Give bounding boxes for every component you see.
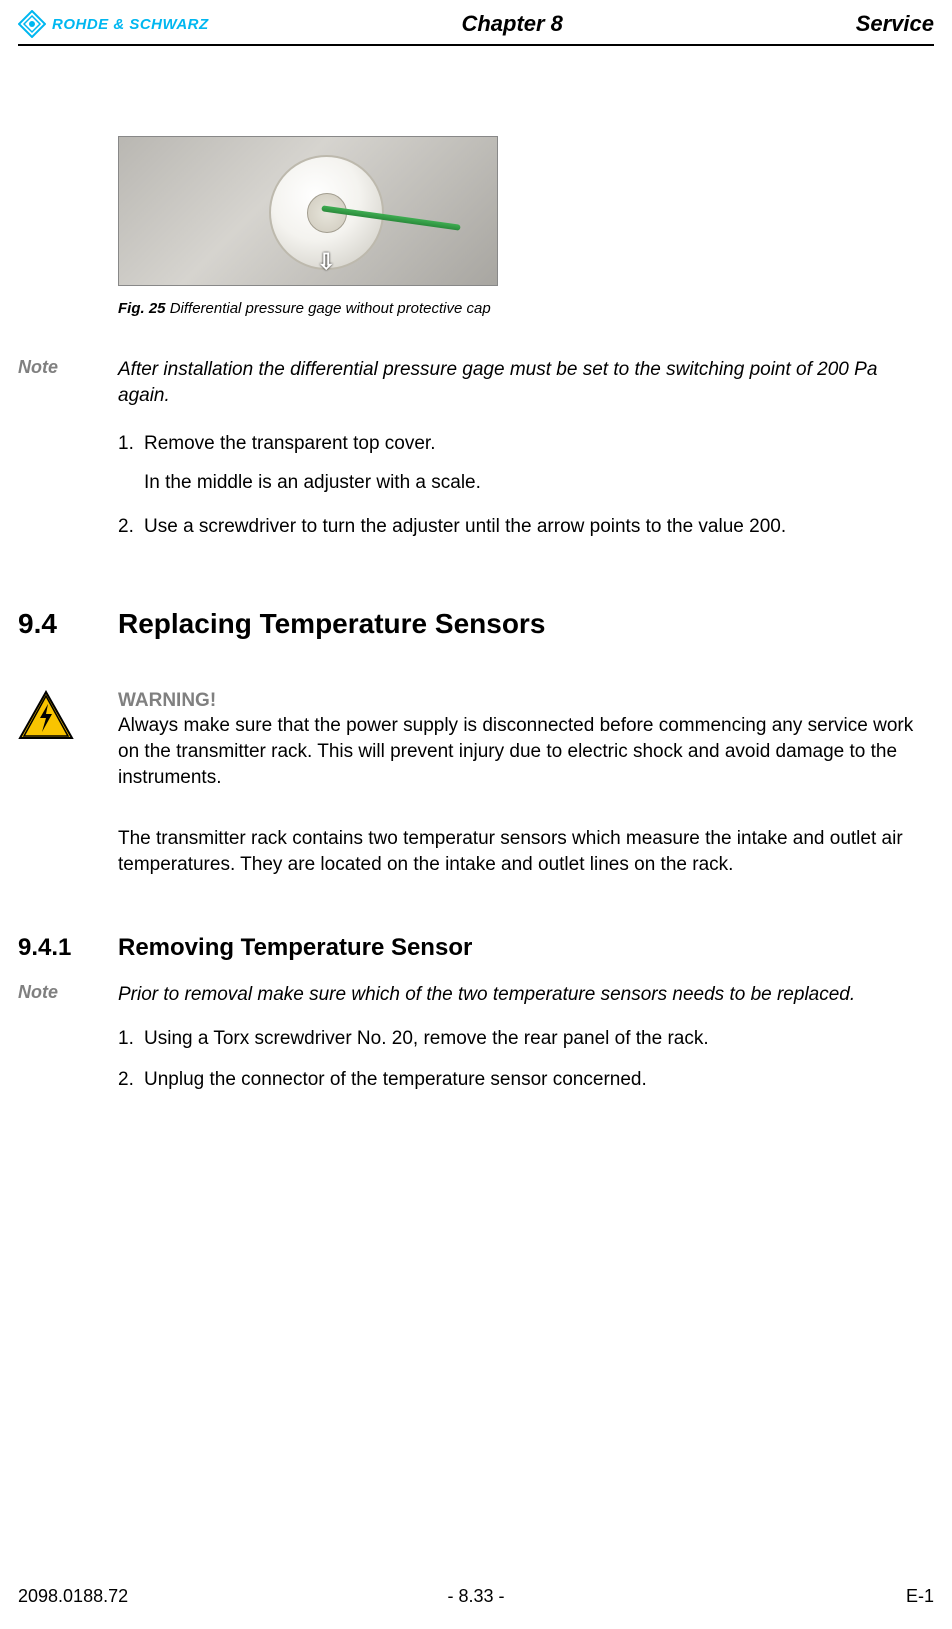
step-2-text: Unplug the connector of the temperature …: [144, 1066, 934, 1095]
step-1-text: Using a Torx screwdriver No. 20, remove …: [144, 1025, 934, 1054]
step-1-subtext: In the middle is an adjuster with a scal…: [144, 469, 934, 498]
step-number: 1.: [118, 430, 144, 497]
service-title: Service: [856, 11, 934, 37]
note-label: Note: [18, 357, 58, 377]
step-number: 1.: [118, 1025, 144, 1054]
procedure-2: 1. Using a Torx screwdriver No. 20, remo…: [118, 1025, 934, 1094]
step-2-text: Use a screwdriver to turn the adjuster u…: [144, 513, 934, 542]
subsection-title: Removing Temperature Sensor: [118, 934, 472, 962]
chapter-title: Chapter 8: [209, 11, 856, 37]
page-footer: 2098.0188.72 - 8.33 - E-1: [18, 1586, 934, 1607]
figure-caption: Fig. 25 Differential pressure gage witho…: [118, 300, 934, 317]
figure-25: ⇩ Fig. 25 Differential pressure gage wit…: [118, 136, 934, 317]
step-2: 2. Use a screwdriver to turn the adjuste…: [118, 513, 934, 542]
footer-page-number: - 8.33 -: [323, 1586, 628, 1607]
step-number: 2.: [118, 1066, 144, 1095]
section-title: Replacing Temperature Sensors: [118, 608, 545, 640]
note-2: Note Prior to removal make sure which of…: [18, 982, 934, 1008]
note-1: Note After installation the differential…: [18, 357, 934, 408]
brand-logo: ROHDE & SCHWARZ: [18, 10, 209, 38]
electric-shock-warning-icon: [18, 690, 118, 745]
intro-paragraph: The transmitter rack contains two temper…: [118, 826, 934, 877]
section-9-4-1-heading: 9.4.1 Removing Temperature Sensor: [18, 934, 934, 962]
footer-revision: E-1: [629, 1586, 934, 1607]
warning-text: Always make sure that the power supply i…: [118, 713, 934, 790]
figure-image-placeholder: ⇩: [118, 136, 498, 286]
warning-block: WARNING! Always make sure that the power…: [18, 688, 934, 791]
step-2: 2. Unplug the connector of the temperatu…: [118, 1066, 934, 1095]
footer-doc-number: 2098.0188.72: [18, 1586, 323, 1607]
note-1-text: After installation the differential pres…: [118, 357, 934, 408]
note-label: Note: [18, 982, 58, 1002]
subsection-number: 9.4.1: [18, 934, 118, 962]
step-1: 1. Remove the transparent top cover. In …: [118, 430, 934, 497]
warning-title: WARNING!: [118, 688, 934, 714]
section-9-4-heading: 9.4 Replacing Temperature Sensors: [18, 608, 934, 640]
logo-text: ROHDE & SCHWARZ: [52, 16, 209, 33]
logo-diamond-icon: [18, 10, 46, 38]
step-1: 1. Using a Torx screwdriver No. 20, remo…: [118, 1025, 934, 1054]
note-2-text: Prior to removal make sure which of the …: [118, 982, 934, 1008]
page-header: ROHDE & SCHWARZ Chapter 8 Service: [18, 10, 934, 46]
figure-label: Fig. 25: [118, 300, 166, 317]
section-number: 9.4: [18, 608, 118, 640]
step-1-text: Remove the transparent top cover.: [144, 430, 934, 459]
figure-caption-text: Differential pressure gage without prote…: [170, 300, 491, 317]
step-number: 2.: [118, 513, 144, 542]
procedure-1: 1. Remove the transparent top cover. In …: [118, 430, 934, 542]
